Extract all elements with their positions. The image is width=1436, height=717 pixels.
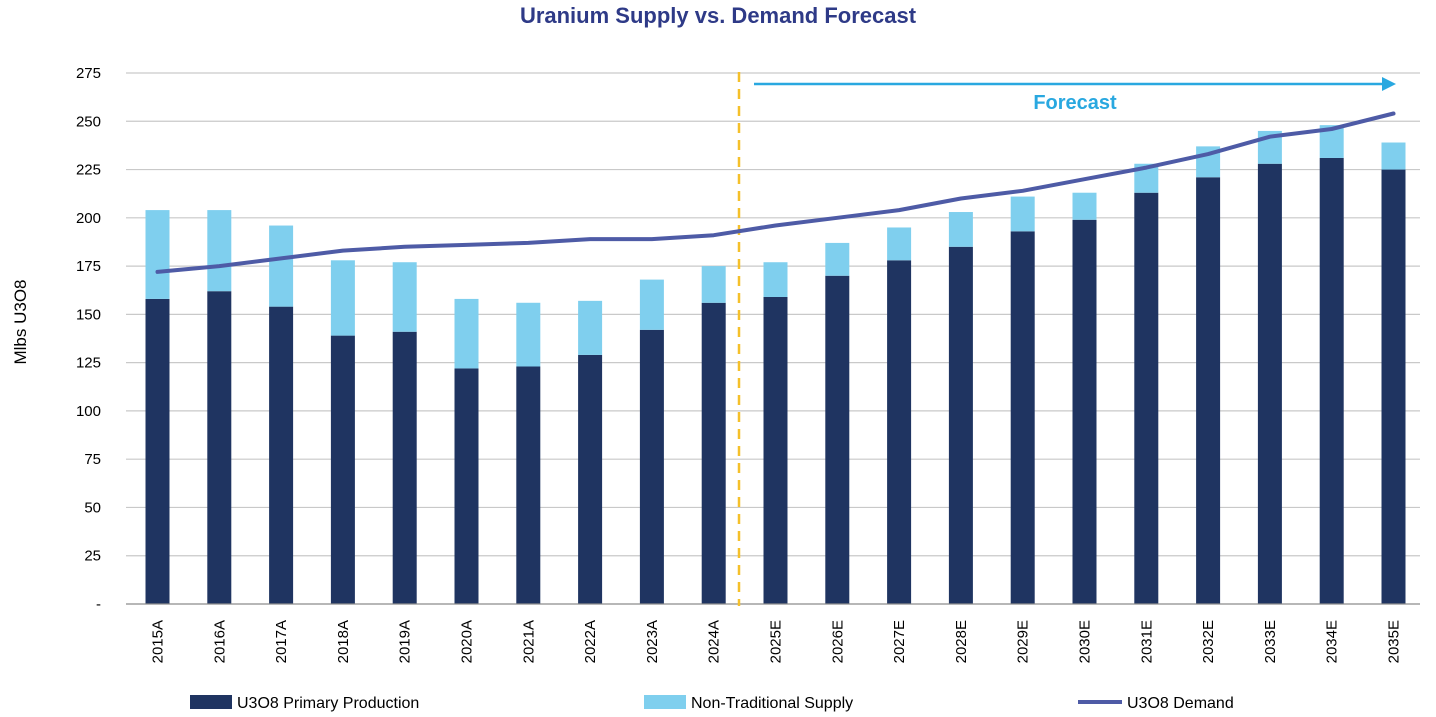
x-tick-label: 2016A [211, 620, 228, 663]
x-axis-category-labels: 2015A 2016A 2017A 2018A 2019A 2020A 2021A 2022A… [150, 620, 1403, 663]
x-tick-label: 2033E [1262, 620, 1279, 663]
legend-label-primary-production: U3O8 Primary Production [237, 695, 419, 712]
x-tick-label: 2019A [397, 620, 414, 663]
legend-swatch-non-traditional-supply [644, 695, 686, 709]
y-tick-label: - [96, 596, 101, 613]
demand-line-series [155, 111, 1396, 274]
y-tick-label: 75 [84, 451, 101, 468]
y-tick-label: 150 [76, 306, 101, 323]
bar-non-traditional-supply [1010, 196, 1035, 232]
x-tick-label: 2029E [1015, 620, 1032, 663]
bar-primary-production [392, 331, 417, 604]
bar-primary-production [330, 335, 355, 604]
bar-non-traditional-supply [269, 225, 294, 307]
bar-non-traditional-supply [639, 279, 664, 330]
bar-primary-production [578, 354, 603, 604]
x-tick-label: 2018A [335, 620, 352, 663]
legend-swatch-primary-production [190, 695, 232, 709]
bar-non-traditional-supply [701, 266, 726, 303]
x-tick-label: 2021A [520, 620, 537, 663]
bar-primary-production [1196, 177, 1221, 604]
y-tick-label: 200 [76, 210, 101, 227]
legend-label-demand: U3O8 Demand [1127, 695, 1234, 712]
bar-primary-production [1257, 163, 1282, 604]
bar-primary-production [454, 368, 479, 604]
y-tick-label: 100 [76, 403, 101, 420]
x-tick-label: 2027E [891, 620, 908, 663]
bar-non-traditional-supply [763, 262, 788, 297]
x-tick-label: 2024A [706, 620, 723, 663]
bar-primary-production [516, 366, 541, 604]
y-tick-label: 250 [76, 113, 101, 130]
bar-non-traditional-supply [330, 260, 355, 336]
y-axis-title: Mlbs U3O8 [11, 279, 30, 364]
y-tick-label: 25 [84, 548, 101, 565]
x-tick-label: 2023A [644, 620, 661, 663]
bar-non-traditional-supply [207, 210, 232, 292]
y-tick-label: 125 [76, 355, 101, 372]
legend: U3O8 Primary Production Non-Traditional … [190, 695, 1234, 712]
forecast-arrow [754, 77, 1396, 91]
bars [145, 125, 1406, 605]
bar-primary-production [1072, 219, 1097, 604]
x-tick-label: 2015A [150, 620, 167, 663]
x-tick-label: 2020A [459, 620, 476, 663]
forecast-label: Forecast [1033, 92, 1117, 114]
bar-primary-production [1381, 169, 1406, 604]
forecast-arrow-head [1382, 77, 1396, 91]
bar-non-traditional-supply [516, 302, 541, 367]
y-tick-label: 275 [76, 65, 101, 82]
bar-non-traditional-supply [145, 210, 170, 299]
bar-non-traditional-supply [1381, 142, 1406, 170]
x-tick-label: 2022A [582, 620, 599, 663]
x-tick-label: 2031E [1138, 620, 1155, 663]
bar-primary-production [825, 275, 850, 604]
x-tick-label: 2030E [1077, 620, 1094, 663]
y-tick-label: 225 [76, 162, 101, 179]
bar-primary-production [207, 291, 232, 604]
bar-primary-production [1134, 192, 1159, 604]
bar-non-traditional-supply [1072, 192, 1097, 220]
bar-primary-production [887, 260, 912, 604]
bar-primary-production [1319, 157, 1344, 604]
bar-primary-production [269, 306, 294, 604]
bar-non-traditional-supply [825, 242, 850, 276]
bar-primary-production [701, 302, 726, 604]
x-tick-label: 2034E [1324, 620, 1341, 663]
y-axis-ticks: - 25 50 75 100 125 150 175 200 225 250 275 [76, 65, 101, 613]
chart-title: Uranium Supply vs. Demand Forecast [520, 3, 917, 28]
bar-primary-production [763, 296, 788, 604]
x-tick-label: 2026E [829, 620, 846, 663]
bar-non-traditional-supply [887, 227, 912, 261]
x-tick-label: 2028E [953, 620, 970, 663]
bar-primary-production [145, 298, 170, 604]
bar-primary-production [1010, 231, 1035, 605]
bar-primary-production [948, 246, 973, 605]
y-tick-label: 50 [84, 499, 101, 516]
bar-non-traditional-supply [948, 212, 973, 247]
bar-non-traditional-supply [454, 298, 479, 369]
legend-label-non-traditional-supply: Non-Traditional Supply [691, 695, 853, 712]
x-tick-label: 2035E [1386, 620, 1403, 663]
x-tick-label: 2017A [273, 620, 290, 663]
bar-non-traditional-supply [392, 262, 417, 332]
x-tick-label: 2032E [1200, 620, 1217, 663]
y-tick-label: 175 [76, 258, 101, 275]
bar-non-traditional-supply [578, 300, 603, 355]
x-tick-label: 2025E [768, 620, 785, 663]
bar-primary-production [639, 329, 664, 604]
